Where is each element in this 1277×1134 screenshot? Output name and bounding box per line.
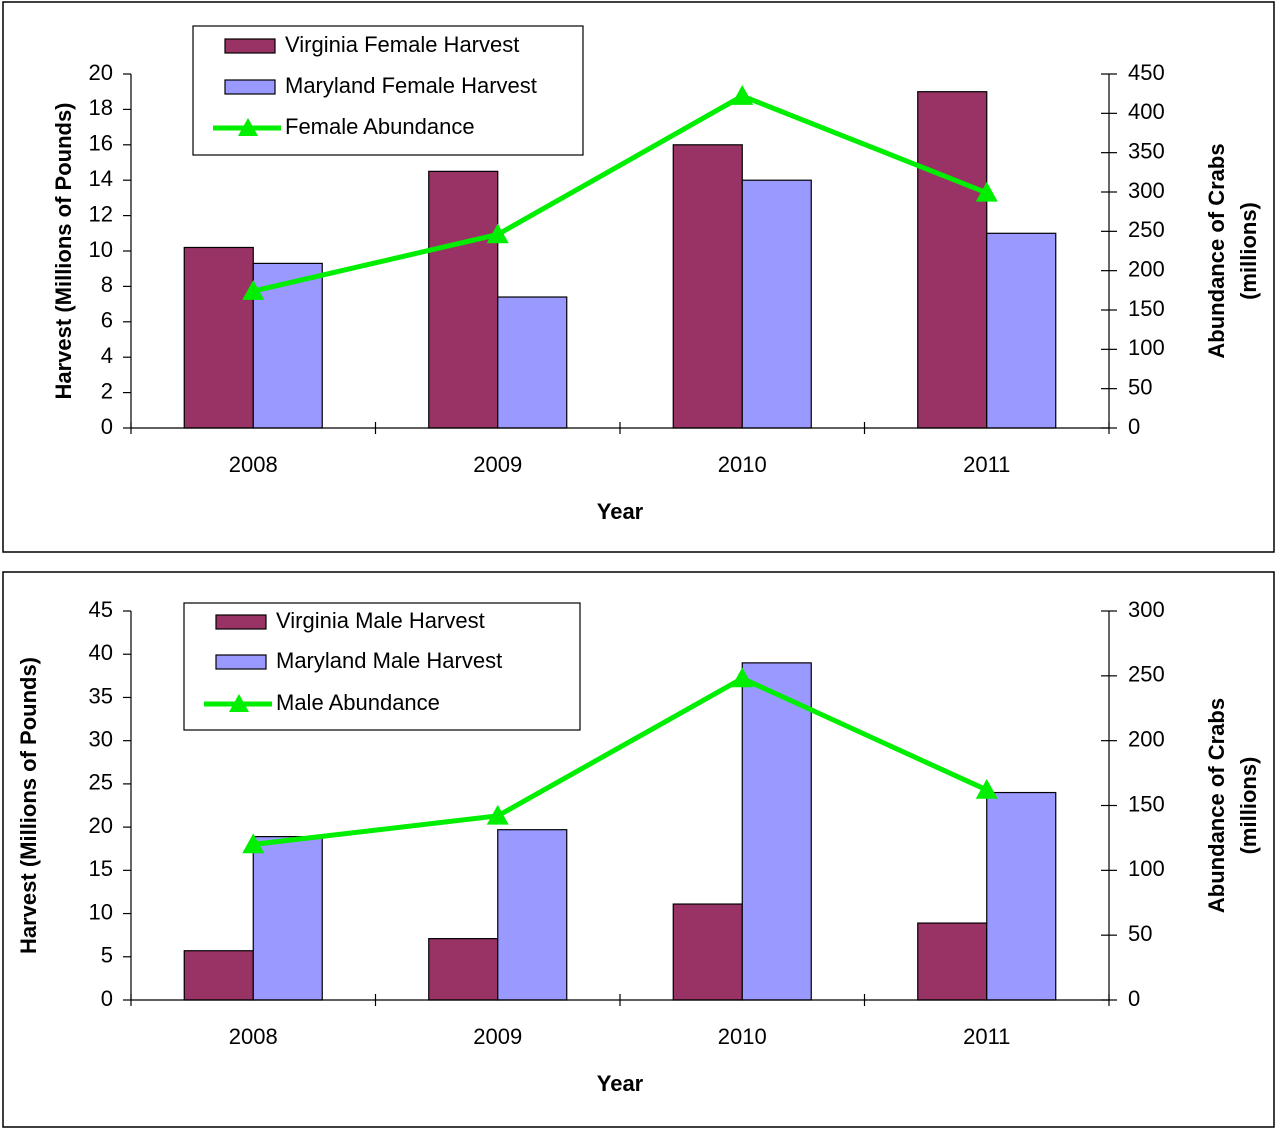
y2-tick-label: 350 [1128,138,1165,163]
y-tick-label: 45 [89,597,113,622]
legend-label: Virginia Female Harvest [285,32,519,57]
y-tick-label: 0 [101,986,113,1011]
bar [672,903,743,1001]
bar [672,144,743,429]
line-marker [975,778,998,799]
y2-tick-label: 400 [1128,99,1165,124]
legend-swatch [215,654,267,670]
line-marker [486,223,509,244]
y2-tick-label: 50 [1128,921,1152,946]
y-tick-label: 0 [101,414,113,439]
x-tick-label: 2011 [963,1024,1010,1049]
bar [917,922,988,1001]
y2-axis-title: Abundance of Crabs [1204,698,1229,913]
legend-label: Virginia Male Harvest [276,608,485,633]
bar [497,829,568,1001]
line [252,93,988,294]
y-tick-label: 25 [89,770,113,795]
chart: 2008 2009 2010 2011024681012141618200501001… [2,1,1275,553]
legend-label: Male Abundance [276,690,440,715]
y2-tick-label: 150 [1128,791,1165,816]
x-tick-label: 2011 [963,452,1010,477]
y2-tick-label: 50 [1128,374,1152,399]
legend-label: Maryland Female Harvest [285,73,537,98]
x-tick-label: 2008 [229,452,278,477]
legend-label: Female Abundance [285,114,475,139]
bar [917,91,988,429]
y-tick-label: 12 [89,201,113,226]
line-marker [242,280,265,300]
y2-tick-label: 250 [1128,662,1165,687]
y-tick-label: 4 [101,343,113,368]
y-tick-label: 10 [89,899,113,924]
y2-axis-title: (millions) [1236,202,1261,300]
y-tick-label: 6 [101,308,113,333]
bar [183,950,254,1001]
y2-axis-title: (millions) [1236,757,1261,855]
legend-swatch [224,79,276,95]
bar [986,791,1057,1001]
bar [183,246,254,429]
y2-tick-label: 0 [1128,986,1140,1011]
y-tick-label: 15 [89,856,113,881]
legend-label: Maryland Male Harvest [276,648,502,673]
legend-swatch [238,118,258,136]
legend-swatch [215,614,267,630]
y-tick-label: 20 [89,813,113,838]
y2-tick-label: 200 [1128,726,1165,751]
y-tick-label: 35 [89,683,113,708]
y-tick-label: 14 [89,166,113,191]
x-axis-title: Year [597,499,644,524]
bar [497,296,568,429]
y-tick-label: 18 [89,95,113,120]
y-tick-label: 8 [101,272,113,297]
y-tick-label: 30 [89,726,113,751]
line-marker [242,833,265,854]
y2-tick-label: 300 [1128,178,1165,203]
line-marker [731,667,754,688]
y-tick-label: 40 [89,640,113,665]
line [252,675,988,847]
x-tick-label: 2009 [473,452,522,477]
bar [741,662,812,1001]
x-tick-label: 2009 [473,1024,522,1049]
line-marker [975,181,998,202]
y-tick-label: 20 [89,60,113,85]
bar [986,232,1057,429]
y2-tick-label: 100 [1128,856,1165,881]
bar [741,179,812,429]
y2-tick-label: 300 [1128,597,1165,622]
bar [252,836,323,1001]
y-axis-title: Harvest (Millions of Pounds) [16,657,41,954]
bar [428,170,499,429]
legend-swatch [224,38,276,54]
y-axis-title: Harvest (Millions of Pounds) [51,102,76,399]
y2-axis-title: Abundance of Crabs [1204,143,1229,358]
y2-tick-label: 100 [1128,335,1165,360]
line-marker [486,804,509,825]
y-tick-label: 16 [89,131,113,156]
y2-tick-label: 200 [1128,256,1165,281]
y2-tick-label: 150 [1128,296,1165,321]
y2-tick-label: 0 [1128,414,1140,439]
x-tick-label: 2008 [229,1024,278,1049]
x-tick-label: 2010 [718,1024,767,1049]
line-marker [731,85,754,105]
chart: 2008 2009 2010 2011 0 5 10 15 20 25 30 35 40 45 0 50 100… [2,571,1275,1128]
y2-tick-label: 450 [1128,60,1165,85]
x-axis-title: Year [597,1071,644,1096]
bar [428,938,499,1001]
y-tick-label: 10 [89,237,113,262]
y-tick-label: 2 [101,378,113,403]
legend-swatch [229,694,249,712]
x-tick-label: 2010 [718,452,767,477]
y-tick-label: 5 [101,943,113,968]
y2-tick-label: 250 [1128,217,1165,242]
